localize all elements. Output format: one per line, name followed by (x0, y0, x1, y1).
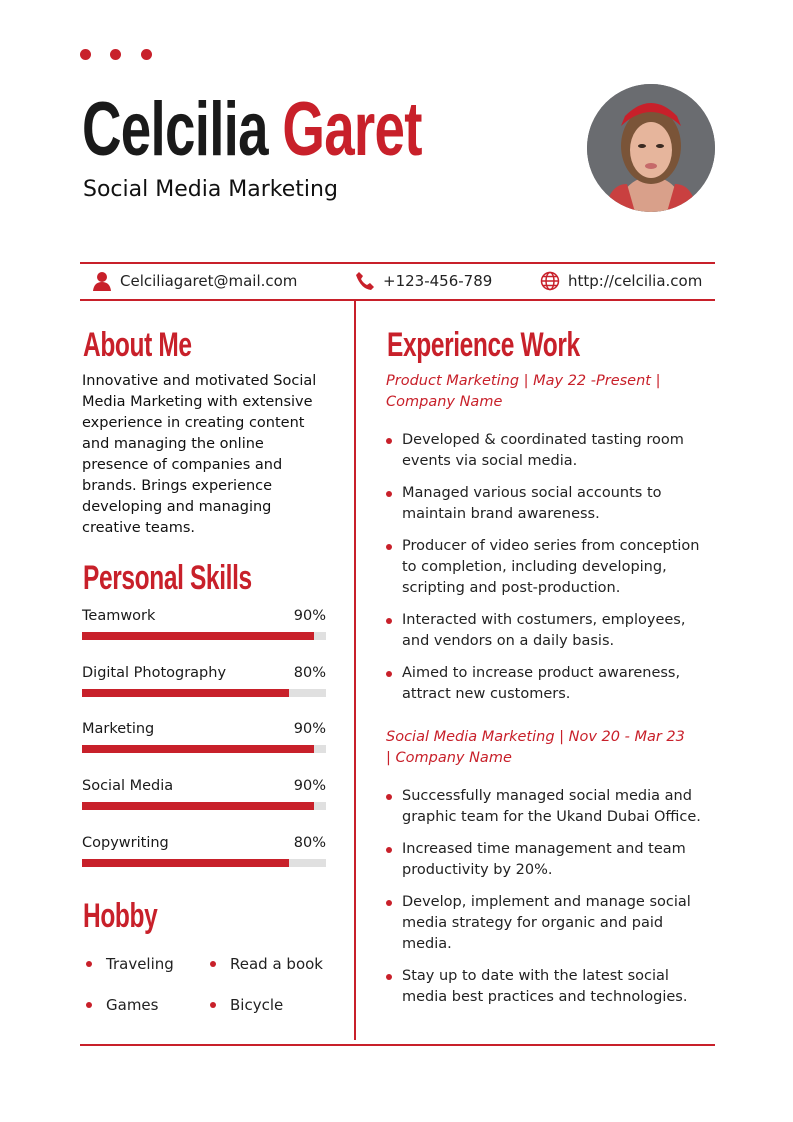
skill-bar-fill (82, 632, 314, 640)
bullet-text: Developed & coordinated tasting room eve… (402, 432, 684, 469)
bullet-text: Successfully managed social media and gr… (402, 788, 701, 825)
job-title: Social Media Marketing (83, 177, 338, 202)
hobby-item: Read a book (210, 955, 323, 973)
hobby-item: Bicycle (210, 996, 283, 1014)
globe-icon (540, 271, 560, 291)
phone-text: +123-456-789 (383, 272, 493, 290)
contact-website[interactable]: http://celcilia.com (540, 271, 702, 291)
skill-percent: 80% (293, 664, 326, 681)
skill-name: Marketing (82, 721, 155, 738)
last-name: Garet (282, 87, 422, 172)
decor-dot (110, 49, 121, 60)
job-entry: Social Media Marketing | Nov 20 - Mar 23… (386, 727, 716, 1008)
bullet-icon (86, 961, 92, 967)
job-title: Social Media Marketing | Nov 20 - Mar 23… (386, 729, 685, 766)
job-title: Product Marketing | May 22 -Present | Co… (386, 373, 661, 410)
bullet-icon (386, 900, 392, 906)
bullet-text: Stay up to date with the latest social m… (402, 968, 688, 1005)
job-bullet: Aimed to increase product awareness, att… (386, 663, 716, 705)
contact-phone[interactable]: +123-456-789 (355, 271, 492, 291)
bullet-icon (386, 491, 392, 497)
skill-bar (82, 802, 326, 811)
job-bullet: Developed & coordinated tasting room eve… (386, 430, 716, 472)
job-bullet: Successfully managed social media and gr… (386, 786, 716, 828)
skill-percent: 90% (293, 778, 326, 795)
job-bullet: Increased time management and team produ… (386, 839, 716, 881)
skill-percent: 80% (293, 834, 326, 851)
bullet-icon (86, 1002, 92, 1008)
decor-dot (141, 49, 152, 60)
bullet-text: Increased time management and team produ… (402, 841, 686, 878)
bullet-icon (386, 544, 392, 550)
bullet-icon (386, 438, 392, 444)
job-entry: Product Marketing | May 22 -Present | Co… (386, 371, 716, 705)
divider (80, 262, 715, 264)
contact-email[interactable]: Celciliagaret@mail.com (92, 271, 297, 291)
experience-heading: Experience Work (387, 326, 580, 364)
skill-item: Digital Photography 80% (82, 665, 326, 697)
job-bullet: Stay up to date with the latest social m… (386, 966, 716, 1008)
skill-name: Copywriting (82, 834, 169, 851)
phone-icon (356, 272, 374, 290)
skill-bar (82, 745, 326, 754)
skill-bar-fill (82, 858, 290, 867)
about-heading: About Me (83, 326, 192, 364)
bullet-icon (210, 961, 216, 967)
bullet-icon (386, 618, 392, 624)
skill-bar-fill (82, 802, 314, 811)
hobby-label: Traveling (106, 955, 174, 973)
column-divider (354, 300, 356, 1040)
bullet-icon (386, 847, 392, 853)
skill-item: Teamwork 90% (82, 608, 326, 640)
bullet-icon (386, 671, 392, 677)
job-bullet: Producer of video series from conception… (386, 536, 716, 599)
skill-percent: 90% (293, 721, 326, 738)
first-name: Celcilia (82, 87, 269, 172)
bullet-text: Managed various social accounts to maint… (402, 485, 662, 522)
hobby-label: Bicycle (230, 996, 284, 1014)
full-name: Celcilia Garet (82, 92, 422, 168)
skill-bar-fill (82, 688, 290, 697)
bullet-text: Producer of video series from conception… (402, 538, 700, 596)
hobby-item: Traveling (86, 955, 174, 973)
email-text: Celciliagaret@mail.com (120, 272, 298, 290)
person-icon (93, 272, 111, 291)
bullet-icon (210, 1002, 216, 1008)
job-bullet: Managed various social accounts to maint… (386, 483, 716, 525)
skill-bar-fill (82, 745, 314, 754)
website-text: http://celcilia.com (568, 272, 703, 290)
profile-photo (587, 84, 715, 212)
skill-item: Copywriting 80% (82, 835, 326, 867)
job-bullet: Interacted with costumers, employees, an… (386, 610, 716, 652)
hobby-item: Games (86, 996, 158, 1014)
skill-item: Social Media 90% (82, 778, 326, 811)
bullet-icon (386, 794, 392, 800)
hobby-label: Games (106, 996, 159, 1014)
hobby-label: Read a book (230, 955, 323, 973)
experience-list: Product Marketing | May 22 -Present | Co… (386, 371, 716, 1030)
bullet-text: Interacted with costumers, employees, an… (402, 612, 686, 649)
divider (80, 299, 715, 301)
skill-percent: 90% (293, 608, 326, 624)
skill-name: Teamwork (82, 608, 156, 624)
skill-bar (82, 632, 326, 640)
about-text: Innovative and motivated Social Media Ma… (82, 373, 317, 536)
hobby-heading: Hobby (83, 897, 158, 935)
bullet-text: Develop, implement and manage social med… (402, 894, 691, 952)
bullet-icon (386, 974, 392, 980)
skill-item: Marketing 90% (82, 721, 326, 754)
skill-name: Digital Photography (82, 664, 227, 681)
skill-bar (82, 688, 326, 697)
skills-heading: Personal Skills (83, 559, 252, 597)
decor-dot (80, 49, 91, 60)
divider (80, 1044, 715, 1046)
skill-name: Social Media (82, 778, 174, 795)
skill-bar (82, 858, 326, 867)
bullet-text: Aimed to increase product awareness, att… (402, 665, 681, 702)
job-bullet: Develop, implement and manage social med… (386, 892, 716, 955)
